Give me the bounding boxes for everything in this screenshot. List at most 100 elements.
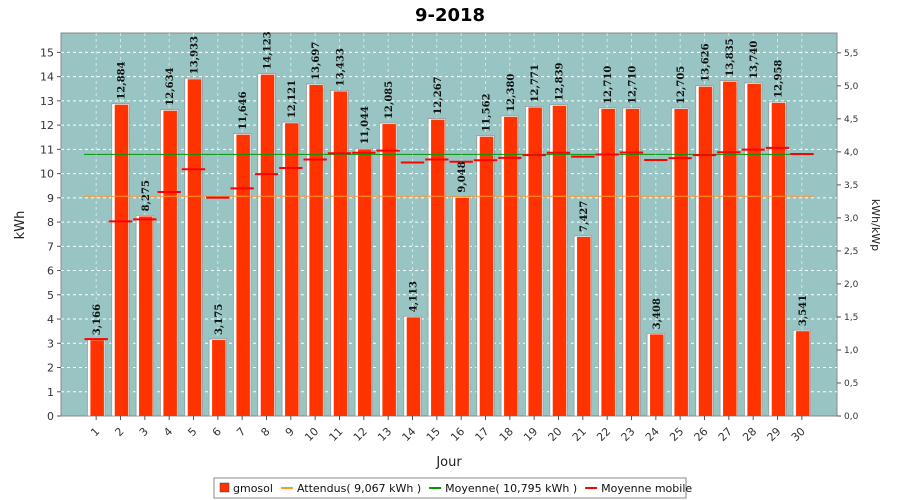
- y-tick-label: 4: [47, 313, 54, 326]
- x-tick-label: 19: [521, 425, 540, 444]
- bar-data-label: 3,166: [92, 304, 103, 335]
- y2-tick-label: 4,5: [844, 115, 858, 125]
- bar-fill: [650, 334, 664, 416]
- x-tick-label: 3: [137, 425, 151, 439]
- bar-fill: [771, 102, 786, 417]
- legend-item: Moyenne( 10,795 kWh ): [429, 482, 577, 495]
- bar: [354, 147, 373, 417]
- bar: [573, 235, 592, 417]
- x-tick-label: 13: [375, 425, 394, 444]
- bar-data-label: 8,275: [141, 180, 152, 211]
- bar-fill: [163, 110, 177, 416]
- bar-fill: [358, 149, 372, 416]
- y2-tick-label: 4,0: [844, 148, 859, 158]
- bar: [622, 107, 641, 417]
- y-tick-label: 7: [47, 240, 54, 253]
- bar-fill: [747, 83, 761, 417]
- bar-data-label: 12,839: [555, 62, 566, 100]
- bar: [330, 89, 349, 417]
- legend-box: [213, 477, 687, 499]
- bar-fill: [723, 81, 737, 416]
- bar-data-label: 13,835: [725, 38, 736, 76]
- bar-data-label: 13,740: [749, 41, 760, 79]
- bar-data-label: 3,175: [214, 304, 225, 335]
- bar: [233, 133, 252, 417]
- x-tick-label: 16: [448, 425, 467, 444]
- y2-axis-label: kWh/kWp: [869, 199, 882, 251]
- x-tick-label: 11: [327, 425, 346, 444]
- bar-data-label: 11,044: [360, 106, 371, 144]
- x-axis-label: Jour: [435, 455, 462, 470]
- y2-tick-label: 3,5: [844, 181, 858, 191]
- x-tick-label: 14: [400, 425, 419, 444]
- x-tick-label: 24: [643, 425, 662, 444]
- y2-tick-label: 0,5: [844, 379, 858, 389]
- bar-data-label: 12,958: [774, 60, 785, 98]
- bar-fill: [552, 105, 567, 417]
- bar: [768, 101, 787, 417]
- bar-fill: [455, 197, 469, 416]
- bar: [111, 103, 130, 417]
- y2-axis: 0,0 0,5 1,0 1,5 2,0 2,5 3,0 3,5 4,0 4,5 5,0 5,5: [837, 49, 859, 422]
- bar: [719, 80, 738, 417]
- y2-tick-label: 3,0: [844, 214, 859, 224]
- bar-data-label: 3,541: [798, 295, 809, 326]
- bar-fill: [431, 119, 445, 416]
- legend-label: Moyenne( 10,795 kWh ): [445, 482, 577, 495]
- bar: [744, 82, 763, 417]
- y-tick-label: 5: [47, 289, 54, 302]
- bar-data-label: 12,085: [384, 81, 395, 119]
- x-tick-label: 9: [283, 425, 297, 439]
- x-tick-label: 5: [185, 425, 199, 439]
- y-tick-label: 15: [40, 46, 54, 59]
- bars: [87, 73, 811, 417]
- bar: [281, 121, 300, 417]
- x-tick-label: 29: [765, 425, 784, 444]
- y-tick-label: 6: [47, 265, 54, 278]
- bar: [476, 135, 495, 417]
- x-tick-label: 2: [112, 425, 126, 439]
- bar: [160, 109, 179, 417]
- y2-tick-label: 2,5: [844, 247, 858, 257]
- x-tick-label: 6: [210, 425, 224, 439]
- y2-tick-label: 0,0: [844, 412, 859, 422]
- x-tick-label: 28: [740, 425, 759, 444]
- bar: [452, 196, 471, 417]
- bar: [306, 83, 325, 417]
- bar-fill: [260, 74, 275, 416]
- bar: [792, 329, 811, 417]
- bar-fill: [333, 91, 348, 416]
- bar-fill: [90, 340, 104, 416]
- bar-data-label: 12,710: [603, 66, 614, 104]
- bar-fill: [528, 107, 542, 416]
- bar-fill: [139, 216, 153, 416]
- bar: [257, 73, 276, 417]
- bar-fill: [479, 136, 494, 416]
- legend-item: Attendus( 9,067 kWh ): [280, 482, 421, 495]
- y2-tick-label: 1,0: [844, 346, 859, 356]
- y-tick-label: 2: [47, 362, 54, 375]
- bar-data-label: 11,562: [482, 93, 493, 131]
- bar-fill: [625, 108, 640, 416]
- bar: [598, 107, 617, 417]
- moving-average-marks: [84, 146, 814, 341]
- data-labels: 3,166 12,884 8,275 12,634 13,933 3,175 11,646 1…: [92, 31, 809, 335]
- x-tick-label: 17: [473, 425, 492, 444]
- bar-fill: [577, 236, 591, 416]
- x-tick-label: 27: [716, 425, 735, 444]
- bar-data-label: 12,380: [506, 74, 517, 112]
- y-tick-label: 9: [47, 192, 54, 205]
- bar: [646, 332, 665, 417]
- bar-data-label: 4,113: [409, 281, 420, 312]
- bar-data-label: 14,123: [263, 31, 274, 69]
- bar-data-label: 9,048: [457, 161, 468, 192]
- x-tick-label: 10: [302, 425, 321, 444]
- bar-fill: [236, 134, 250, 416]
- legend-item: Moyenne mobile: [585, 482, 692, 495]
- bar-data-label: 11,646: [238, 91, 249, 129]
- x-tick-label: 4: [161, 425, 175, 439]
- x-tick-label: 30: [789, 425, 808, 444]
